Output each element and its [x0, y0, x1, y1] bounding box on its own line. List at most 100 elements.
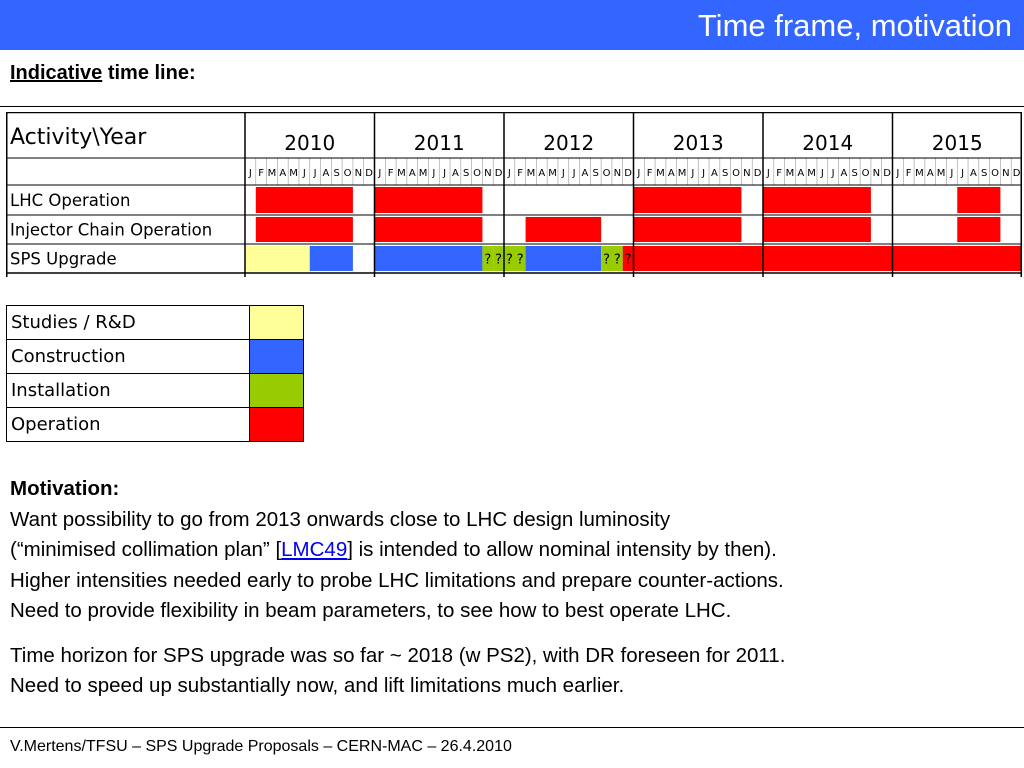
motivation-line-1: Want possibility to go from 2013 onwards… — [10, 507, 671, 531]
legend-label: Installation — [6, 373, 250, 408]
gantt-bar — [633, 246, 763, 271]
month-label: D — [624, 168, 632, 179]
month-label: M — [527, 168, 536, 179]
footer-credit: V.Mertens/TFSU – SPS Upgrade Proposals –… — [10, 738, 512, 755]
gantt-bar — [245, 246, 310, 271]
motivation-line-2a: (“minimised collimation plan” [ — [10, 538, 282, 561]
month-label: A — [711, 168, 718, 179]
month-label: A — [927, 168, 934, 179]
motivation-line-6: Need to speed up substantially now, and … — [10, 674, 625, 697]
gantt-bar — [763, 187, 871, 213]
month-label: J — [313, 168, 317, 179]
month-label: F — [776, 168, 782, 179]
slide-title: Time frame, motivation — [697, 8, 1012, 43]
gantt-bar — [622, 246, 634, 271]
legend-row: Construction — [6, 339, 304, 374]
uncertain-mark: ? — [484, 253, 491, 268]
month-label: J — [895, 168, 899, 179]
motivation-paragraph-2: Time horizon for SPS upgrade was so far … — [10, 641, 1010, 702]
month-label: J — [507, 168, 511, 179]
legend-row: Studies / R&D — [6, 305, 304, 340]
month-label: O — [344, 168, 352, 179]
month-label: N — [873, 168, 880, 179]
lmc49-link[interactable]: LMC49 — [281, 538, 348, 561]
month-label: F — [388, 168, 394, 179]
uncertain-mark: ? — [495, 253, 502, 268]
gantt-bar — [504, 246, 526, 271]
month-label: N — [484, 168, 491, 179]
gantt-bar — [957, 217, 1001, 242]
legend-swatch — [249, 339, 304, 374]
month-label: A — [323, 168, 330, 179]
year-label: 2012 — [543, 131, 594, 155]
top-divider — [0, 106, 1024, 107]
month-label: J — [766, 168, 770, 179]
month-label: M — [678, 168, 687, 179]
uncertain-mark: ? — [614, 253, 621, 268]
month-label: M — [419, 168, 428, 179]
month-label: M — [548, 168, 557, 179]
month-label: N — [743, 168, 750, 179]
motivation-heading: Motivation: — [10, 477, 120, 500]
footer-divider — [0, 727, 1024, 728]
gantt-bar — [374, 217, 483, 242]
month-label: J — [831, 168, 835, 179]
legend-row: Installation — [6, 373, 304, 408]
gantt-bar — [763, 246, 893, 271]
activity-label: Injector Chain Operation — [10, 221, 212, 240]
month-label: A — [841, 168, 848, 179]
month-label: O — [991, 168, 999, 179]
year-label: 2014 — [802, 131, 853, 155]
month-label: S — [852, 168, 858, 179]
uncertain-mark: ? — [506, 253, 513, 268]
motivation-paragraph-1: Want possibility to go from 2013 onwards… — [10, 505, 1010, 627]
gantt-bar — [309, 246, 353, 271]
corner-label: Activity\Year — [10, 125, 147, 150]
month-label: A — [582, 168, 589, 179]
legend-swatch — [249, 305, 304, 340]
month-label: A — [538, 168, 545, 179]
year-label: 2010 — [284, 131, 335, 155]
legend-label: Construction — [6, 339, 250, 374]
month-label: J — [572, 168, 576, 179]
phase-legend: Studies / R&D Construction Installation Ope… — [6, 305, 304, 442]
month-label: M — [268, 168, 277, 179]
month-label: J — [561, 168, 565, 179]
month-label: D — [365, 168, 373, 179]
timeline-heading-rest: time line: — [102, 62, 196, 84]
uncertain-mark: ? — [517, 253, 524, 268]
month-label: S — [981, 168, 987, 179]
legend-swatch — [249, 373, 304, 408]
month-label: N — [355, 168, 362, 179]
month-label: J — [636, 168, 640, 179]
gantt-bar — [374, 246, 483, 271]
gantt-bar — [633, 217, 742, 242]
month-label: F — [517, 168, 523, 179]
month-label: A — [970, 168, 977, 179]
month-label: J — [960, 168, 964, 179]
month-label: S — [722, 168, 728, 179]
gantt-bar — [892, 246, 1022, 271]
gantt-bar — [493, 246, 504, 271]
motivation-line-3: Higher intensities needed early to probe… — [10, 568, 784, 592]
month-label: S — [593, 168, 599, 179]
month-label: M — [656, 168, 665, 179]
month-label: O — [732, 168, 740, 179]
month-label: D — [1013, 168, 1021, 179]
gantt-bar — [482, 246, 494, 271]
month-label: F — [906, 168, 912, 179]
gantt-bar — [525, 217, 602, 242]
motivation-line-5: Time horizon for SPS upgrade was so far … — [10, 643, 786, 667]
month-label: O — [473, 168, 481, 179]
month-label: N — [1002, 168, 1009, 179]
gantt-bar — [763, 217, 871, 242]
activity-label: SPS Upgrade — [10, 250, 117, 269]
activity-label: LHC Operation — [10, 191, 130, 210]
motivation-line-2b: ] is intended to allow nominal intensity… — [347, 538, 777, 561]
title-bar: Time frame, motivation — [0, 0, 1024, 50]
gantt-chart: Activity\Year 2010 2011 2012 2013 2014 2015 J F M… — [6, 112, 1022, 277]
uncertain-mark: ? — [603, 253, 610, 268]
month-label: J — [377, 168, 381, 179]
month-label: O — [603, 168, 611, 179]
gantt-bar — [255, 187, 353, 213]
